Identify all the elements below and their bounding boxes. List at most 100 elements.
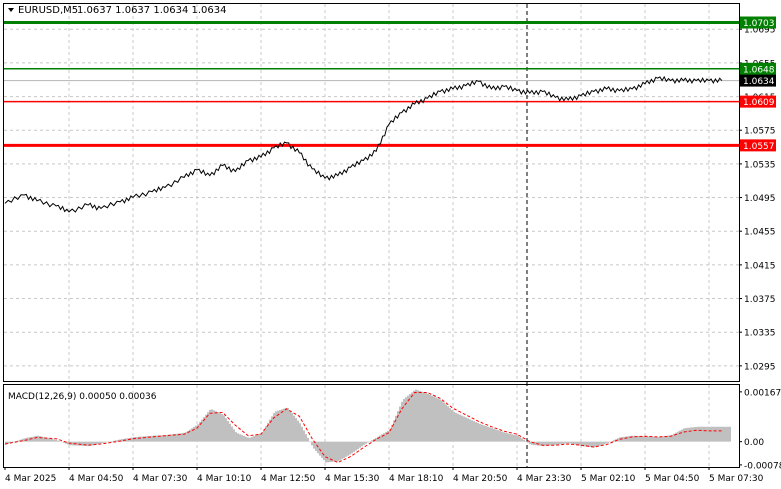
macd-bar — [229, 423, 231, 442]
macd-bar — [281, 409, 283, 442]
macd-bar — [499, 430, 501, 442]
collapse-triangle-icon[interactable] — [8, 8, 14, 12]
macd-bar — [673, 433, 675, 442]
price-tick-label: 1.0455 — [744, 228, 776, 238]
macd-bar — [639, 436, 641, 442]
macd-bar — [705, 426, 707, 442]
macd-bar — [331, 441, 333, 462]
macd-bar — [547, 441, 549, 446]
macd-bar — [179, 433, 181, 442]
macd-bar — [11, 441, 13, 443]
macd-bar — [127, 438, 129, 442]
macd-bar — [657, 437, 659, 442]
macd-bar — [677, 431, 679, 442]
macd-bar — [575, 441, 577, 445]
macd-bar — [709, 426, 711, 442]
macd-bar — [207, 412, 209, 442]
macd-bar — [411, 392, 413, 442]
macd-bar — [467, 418, 469, 442]
macd-bar — [591, 441, 593, 448]
macd-bar — [683, 428, 685, 442]
macd-bar — [539, 441, 541, 446]
macd-bar — [637, 435, 639, 442]
time-tick-label: 4 Mar 15:30 — [325, 474, 380, 484]
macd-bar — [485, 426, 487, 442]
macd-tick-label: 0.00 — [744, 438, 764, 448]
macd-bar — [719, 426, 721, 442]
price-line-series — [4, 75, 723, 213]
macd-bar — [261, 432, 263, 442]
macd-bar — [31, 436, 33, 442]
macd-bar — [541, 441, 543, 446]
macd-bar — [509, 433, 511, 442]
macd-bar — [105, 441, 107, 443]
macd-bar — [375, 437, 377, 442]
macd-bar — [573, 441, 575, 445]
macd-bar — [391, 425, 393, 442]
macd-bar — [327, 441, 329, 463]
macd-bar — [601, 441, 603, 446]
macd-bar — [505, 432, 507, 442]
macd-bar — [525, 441, 527, 442]
support-level-tag — [740, 95, 776, 108]
macd-bar — [319, 441, 321, 456]
price-tick-label: 1.0575 — [744, 127, 776, 137]
macd-bar — [237, 433, 239, 442]
macd-bar — [603, 441, 605, 445]
macd-bar — [7, 441, 9, 444]
time-tick-label: 4 Mar 23:30 — [517, 474, 572, 484]
macd-bar — [423, 392, 425, 442]
macd-bar — [209, 409, 211, 442]
macd-bar — [191, 428, 193, 442]
macd-bar — [43, 437, 45, 442]
macd-bar — [19, 439, 21, 442]
time-tick-label: 4 Mar 12:50 — [261, 474, 316, 484]
time-tick-label: 4 Mar 04:50 — [69, 474, 124, 484]
macd-bar — [631, 435, 633, 442]
macd-bar — [279, 410, 281, 442]
macd-bar — [413, 390, 415, 442]
macd-tick-label: 0.00167 — [744, 388, 781, 398]
macd-bar — [449, 408, 451, 442]
macd-bar — [693, 427, 695, 442]
macd-bar — [595, 441, 597, 448]
macd-bar — [313, 441, 315, 449]
macd-bar — [417, 390, 419, 442]
macd-bar — [529, 441, 531, 445]
macd-bar — [33, 436, 35, 442]
macd-bar — [121, 439, 123, 442]
macd-bar — [119, 439, 121, 442]
macd-bar — [441, 400, 443, 442]
macd-bar — [361, 441, 363, 447]
macd-bar — [301, 426, 303, 442]
macd-bar — [571, 441, 573, 444]
macd-bar — [605, 441, 607, 444]
time-tick-label: 5 Mar 07:30 — [709, 474, 764, 484]
macd-bar — [679, 430, 681, 442]
macd-bar — [263, 429, 265, 442]
macd-bar — [421, 391, 423, 442]
macd-bar — [221, 414, 223, 442]
price-levels: 1.0703 1.0648 1.0609 1.0557 1.0634 — [4, 16, 776, 152]
macd-bar — [257, 434, 259, 442]
macd-bar — [205, 414, 207, 442]
macd-bar — [23, 438, 25, 442]
macd-bar — [71, 441, 73, 446]
macd-bar — [275, 411, 277, 442]
macd-bar — [295, 418, 297, 442]
macd-bar — [323, 441, 325, 461]
macd-bar — [233, 429, 235, 442]
main-price-pane — [3, 3, 740, 382]
macd-bar — [155, 435, 157, 442]
macd-bar — [101, 441, 103, 444]
macd-bar — [357, 441, 359, 450]
macd-bar — [55, 439, 57, 442]
macd-bar — [689, 427, 691, 442]
macd-bar — [621, 436, 623, 442]
macd-bar — [249, 437, 251, 442]
macd-bar — [359, 441, 361, 448]
time-tick-label: 4 Mar 2025 — [5, 474, 56, 484]
macd-bar — [551, 441, 553, 446]
macd-bar — [91, 441, 93, 446]
macd-bar — [507, 433, 509, 442]
